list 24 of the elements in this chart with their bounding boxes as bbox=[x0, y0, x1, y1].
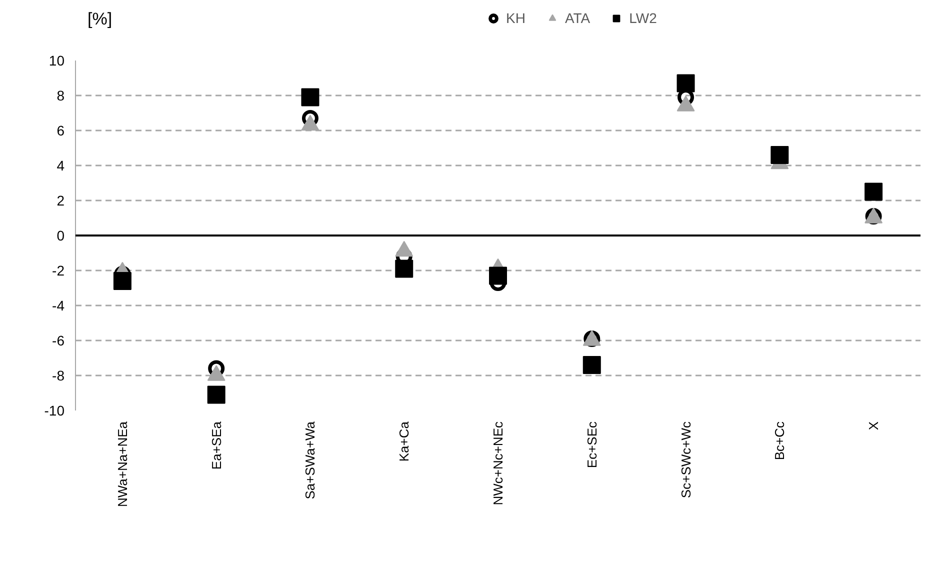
y-axis-title: [%] bbox=[88, 10, 112, 28]
y-tick-label: 6 bbox=[56, 122, 65, 138]
x-tick-label: Ec+SEc bbox=[584, 421, 600, 468]
x-tick-label: Ka+Ca bbox=[396, 420, 412, 462]
y-tick-label: -4 bbox=[52, 298, 65, 314]
x-tick-label: Bc+Cc bbox=[772, 421, 788, 460]
y-tick-label: -2 bbox=[52, 262, 65, 278]
y-tick-label: -6 bbox=[52, 332, 65, 348]
y-tick-label: 2 bbox=[56, 192, 65, 208]
y-tick-label: -10 bbox=[44, 402, 65, 418]
y-tick-label: -8 bbox=[52, 368, 65, 384]
x-tick-label: NWa+Na+NEa bbox=[114, 420, 130, 507]
x-tick-label: Sa+SWa+Wa bbox=[302, 420, 318, 500]
y-tick-label: 10 bbox=[48, 52, 65, 68]
x-tick-label: Sc+SWc+Wc bbox=[678, 421, 694, 498]
x-tick-label: NWc+Nc+NEc bbox=[490, 421, 506, 506]
x-tick-label: X bbox=[866, 421, 882, 430]
y-tick-label: 4 bbox=[56, 158, 65, 174]
legend-label: LW2 bbox=[629, 10, 657, 26]
y-tick-label: 8 bbox=[56, 88, 65, 104]
legend-label: KH bbox=[506, 10, 526, 26]
y-tick-label: 0 bbox=[56, 228, 65, 244]
x-tick-label: Ea+SEa bbox=[208, 420, 224, 470]
legend-label: ATA bbox=[565, 10, 590, 26]
